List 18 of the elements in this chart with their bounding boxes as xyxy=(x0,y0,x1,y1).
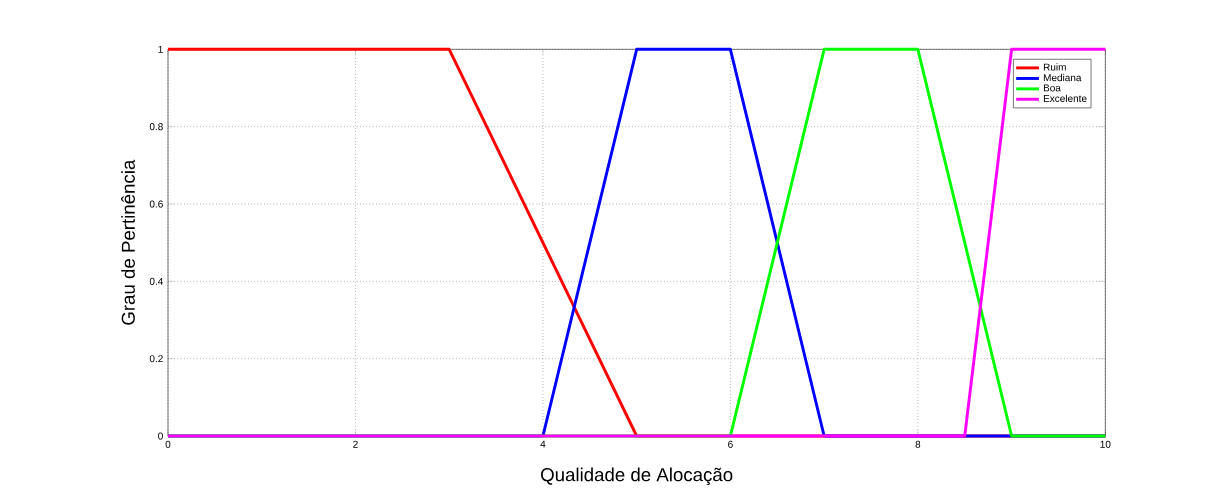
x-tick-label: 0 xyxy=(165,440,171,448)
y-tick-label: 1 xyxy=(158,45,163,53)
x-tick-label: 6 xyxy=(728,440,733,448)
x-tick-label: 4 xyxy=(540,440,546,448)
y-tick-label: 0.4 xyxy=(149,277,163,285)
x-tick-label: 2 xyxy=(353,440,358,448)
x-tick-label: 8 xyxy=(915,440,921,448)
y-tick-label: 0.6 xyxy=(149,200,163,208)
y-tick-label: 0.2 xyxy=(149,355,163,363)
legend-label: Mediana xyxy=(1043,73,1082,82)
y-axis-title: Grau de Pertinência xyxy=(121,159,135,325)
legend-label: Boa xyxy=(1043,84,1061,92)
legend-label: Ruim xyxy=(1043,63,1066,71)
x-tick-label: 10 xyxy=(1100,440,1111,448)
x-axis-title: Qualidade de Alocação xyxy=(541,467,733,486)
y-tick-label: 0.8 xyxy=(149,123,163,131)
legend-label: Excelente xyxy=(1043,94,1087,102)
y-tick-label: 0 xyxy=(158,432,163,440)
